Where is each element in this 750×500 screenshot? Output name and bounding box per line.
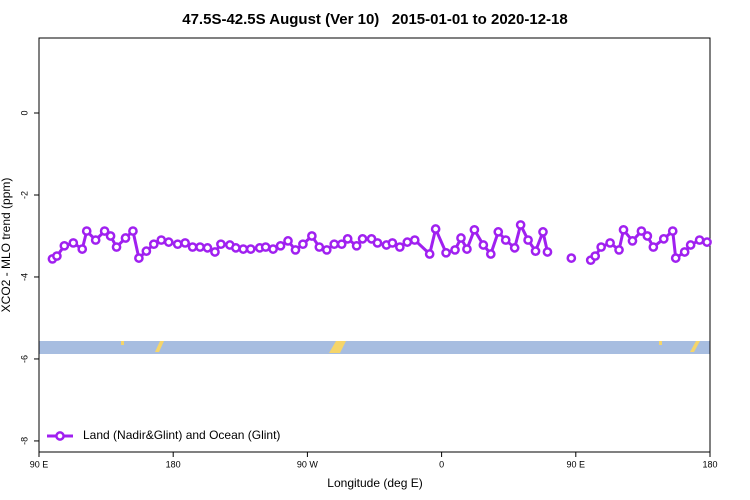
data-point (180, 238, 190, 248)
data-point (670, 253, 681, 263)
data-point (283, 236, 293, 246)
data-point (596, 242, 606, 252)
data-point (298, 239, 308, 250)
data-point (515, 220, 526, 230)
data-point (329, 239, 340, 250)
data-point (642, 231, 653, 241)
data-point (245, 244, 256, 254)
chart-title: 47.5S-42.5S August (Ver 10) 2015-01-01 t… (182, 11, 567, 28)
data-point (542, 247, 553, 257)
data-point (387, 238, 398, 248)
data-point (134, 253, 144, 263)
data-point (614, 245, 624, 255)
data-point (187, 242, 198, 252)
data-point (394, 242, 405, 252)
data-point (321, 245, 332, 255)
data-point (627, 236, 638, 246)
y-tick-label: 0 (19, 111, 29, 116)
data-point (172, 239, 183, 250)
data-point (605, 238, 615, 248)
data-point (523, 235, 533, 245)
y-axis-label: XCO2 - MLO trend (ppm) (0, 178, 13, 313)
data-point (667, 226, 678, 236)
data-point (493, 227, 504, 237)
data-point (648, 242, 659, 252)
data-point (424, 249, 435, 259)
data-point (409, 235, 420, 245)
data-point (566, 253, 577, 263)
x-axis-label: Longitude (deg E) (327, 476, 422, 490)
x-tick-label: 90 W (297, 459, 319, 469)
data-point (372, 238, 383, 248)
legend-marker (55, 431, 65, 441)
data-point (685, 240, 696, 250)
data-point (81, 226, 92, 236)
data-point (342, 234, 353, 244)
y-tick-label: -8 (19, 437, 29, 445)
data-point (702, 237, 712, 247)
data-point (128, 226, 138, 236)
data-point (268, 244, 278, 254)
data-point (68, 238, 79, 248)
data-point (430, 224, 441, 234)
data-point (402, 237, 413, 247)
data-point (679, 247, 690, 257)
y-tick-label: -6 (19, 355, 29, 363)
data-point (260, 242, 271, 252)
y-tick-label: -2 (19, 191, 29, 199)
data-point (202, 243, 213, 253)
legend-label: Land (Nadir&Glint) and Ocean (Glint) (83, 428, 280, 442)
data-point (538, 227, 548, 237)
x-tick-label: 180 (702, 459, 717, 469)
data-point (509, 243, 520, 253)
data-point (148, 239, 159, 250)
x-tick-label: 0 (439, 459, 444, 469)
data-point (314, 242, 325, 252)
data-point (99, 226, 110, 236)
data-point (462, 244, 472, 254)
data-point (694, 235, 705, 245)
data-point (59, 240, 70, 251)
data-point (478, 240, 489, 250)
data-point (336, 239, 347, 250)
data-point (216, 239, 226, 250)
data-point (590, 251, 601, 261)
x-tick-label: 90 E (30, 459, 49, 469)
data-point (111, 242, 122, 252)
data-point (351, 240, 362, 251)
data-point (210, 247, 220, 257)
data-point (456, 233, 466, 243)
data-point (500, 235, 511, 245)
data-point (52, 251, 62, 261)
data-point (450, 245, 460, 255)
x-tick-label: 90 E (567, 459, 586, 469)
y-tick-label: -4 (19, 273, 29, 281)
data-point (238, 244, 249, 254)
data-point (441, 247, 451, 258)
data-point (618, 224, 629, 235)
data-point (290, 245, 301, 255)
data-point (120, 233, 131, 243)
data-point (195, 242, 205, 252)
data-point (105, 231, 116, 241)
data-point (275, 240, 286, 251)
data-point (77, 244, 88, 254)
surface-band (39, 341, 710, 354)
data-point (658, 234, 669, 244)
data-point (230, 243, 241, 253)
data-point (469, 224, 480, 235)
x-tick-label: 180 (166, 459, 181, 469)
data-point (156, 235, 167, 245)
data-point (530, 246, 541, 256)
data-point (90, 235, 101, 245)
data-point (141, 246, 152, 256)
data-point (357, 234, 368, 244)
land-marks (121, 341, 700, 353)
data-point (485, 249, 496, 259)
data-point (307, 231, 317, 241)
data-point (636, 226, 647, 236)
data-point (163, 237, 174, 247)
